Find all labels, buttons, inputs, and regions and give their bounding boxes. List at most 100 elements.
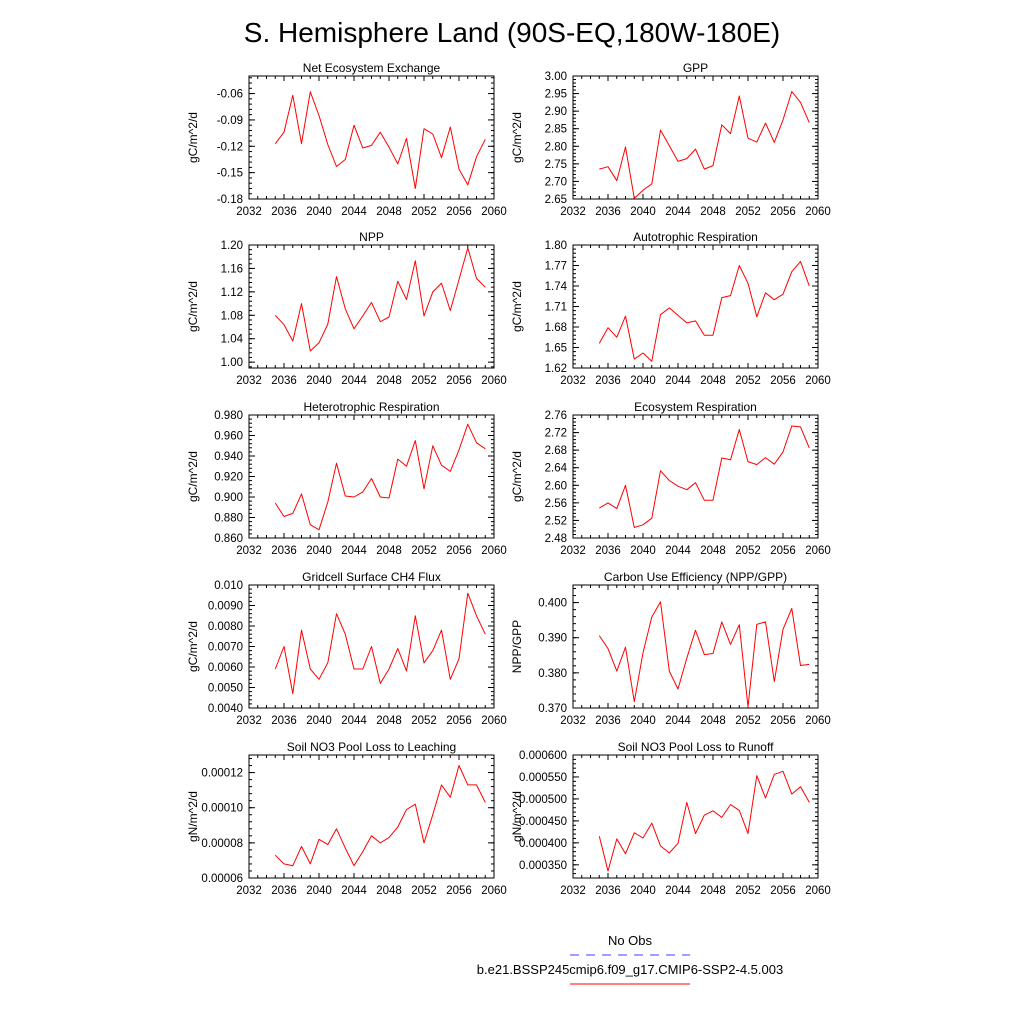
panels-grid: Net Ecosystem Exchange gC/m^2/d 2032 2036 20…: [186, 61, 831, 897]
y-tick-label: 0.0080: [208, 621, 243, 633]
x-tick-label: 2036: [595, 885, 621, 897]
x-tick-label: 2060: [481, 885, 507, 897]
x-tick-label: 2060: [805, 375, 831, 387]
y-tick-label: -0.09: [217, 115, 243, 127]
y-tick-label: 0.00006: [201, 873, 243, 885]
y-tick-label: 0.0090: [208, 601, 243, 613]
x-tick-label: 2040: [306, 375, 332, 387]
panel-8: Carbon Use Efficiency (NPP/GPP) NPP/GPP 20…: [510, 570, 831, 727]
y-tick-label: 1.68: [545, 322, 567, 334]
x-tick-label: 2048: [376, 375, 402, 387]
x-tick-label: 2056: [770, 545, 796, 557]
y-tick-label: 0.000400: [519, 838, 567, 850]
x-tick-label: 2036: [595, 715, 621, 727]
y-tick-label: 0.00010: [201, 803, 243, 815]
panel-title: Ecosystem Respiration: [634, 400, 757, 414]
series-line-1: [274, 91, 486, 189]
y-axis-label: gC/m^2/d: [186, 451, 200, 502]
x-tick-label: 2060: [481, 715, 507, 727]
x-tick-label: 2048: [376, 206, 402, 218]
x-tick-label: 2036: [271, 545, 297, 557]
x-tick-label: 2040: [630, 885, 656, 897]
x-tick-label: 2060: [805, 206, 831, 218]
x-tick-label: 2052: [735, 375, 761, 387]
panel-7: Gridcell Surface CH4 Flux gC/m^2/d 2032 203…: [186, 570, 507, 727]
x-tick-label: 2040: [630, 206, 656, 218]
y-tick-label: 2.60: [545, 480, 567, 492]
y-tick-label: 1.08: [221, 310, 243, 322]
x-tick-label: 2052: [735, 715, 761, 727]
series-line-1: [274, 592, 486, 695]
x-tick-label: 2052: [735, 885, 761, 897]
y-tick-label: 1.00: [221, 357, 243, 369]
y-tick-label: 1.80: [545, 240, 567, 252]
x-tick-label: 2044: [341, 375, 367, 387]
y-tick-label: 0.860: [214, 533, 243, 545]
y-tick-label: -0.18: [217, 194, 243, 206]
y-tick-label: 0.000350: [519, 860, 567, 872]
panel-9: Soil NO3 Pool Loss to Leaching gN/m^2/d 20…: [186, 740, 507, 897]
y-tick-label: 2.65: [545, 194, 567, 206]
x-tick-label: 2048: [700, 885, 726, 897]
y-tick-label: 0.000600: [519, 750, 567, 762]
legend: No Obs b.e21.BSSP245cmip6.f09_g17.CMIP6-…: [477, 933, 783, 985]
y-tick-label: 1.16: [221, 263, 243, 275]
y-tick-label: 0.380: [538, 668, 567, 680]
x-tick-label: 2036: [271, 206, 297, 218]
x-tick-label: 2060: [805, 715, 831, 727]
y-tick-label: 0.940: [214, 451, 243, 463]
y-tick-label: 0.0070: [208, 642, 243, 654]
y-axis-label: gN/m^2/d: [186, 791, 200, 842]
x-tick-label: 2032: [236, 715, 262, 727]
x-tick-label: 2044: [665, 885, 691, 897]
y-axis-label: gC/m^2/d: [186, 281, 200, 332]
x-tick-label: 2060: [805, 545, 831, 557]
x-tick-label: 2048: [700, 715, 726, 727]
series-line-1: [274, 423, 486, 531]
x-tick-label: 2032: [560, 206, 586, 218]
x-tick-label: 2044: [665, 375, 691, 387]
y-tick-label: 0.390: [538, 633, 567, 645]
x-tick-label: 2044: [341, 545, 367, 557]
x-tick-label: 2044: [665, 715, 691, 727]
x-tick-label: 2056: [446, 715, 472, 727]
y-tick-label: 0.980: [214, 410, 243, 422]
y-axis-label: gC/m^2/d: [186, 621, 200, 672]
y-tick-label: 1.20: [221, 240, 243, 252]
y-tick-label: 1.04: [221, 334, 244, 346]
series-line-1: [598, 770, 810, 872]
y-tick-label: 2.70: [545, 176, 567, 188]
x-tick-label: 2048: [376, 715, 402, 727]
x-tick-label: 2056: [770, 885, 796, 897]
panel-title: Gridcell Surface CH4 Flux: [302, 570, 441, 584]
y-tick-label: 2.48: [545, 533, 567, 545]
x-tick-label: 2040: [306, 545, 332, 557]
y-tick-label: 0.0060: [208, 662, 243, 674]
panel-title: Heterotrophic Respiration: [303, 400, 439, 414]
y-tick-label: 1.12: [221, 287, 243, 299]
x-tick-label: 2032: [560, 715, 586, 727]
x-tick-label: 2052: [411, 885, 437, 897]
y-tick-label: 2.85: [545, 124, 567, 136]
y-tick-label: 0.400: [538, 598, 567, 610]
y-tick-label: 1.65: [545, 343, 567, 355]
x-tick-label: 2032: [236, 375, 262, 387]
y-tick-label: 0.00012: [201, 768, 243, 780]
panel-6: Ecosystem Respiration gC/m^2/d 2032 2036 204…: [510, 400, 831, 557]
x-tick-label: 2060: [481, 206, 507, 218]
x-tick-label: 2044: [665, 206, 691, 218]
x-tick-label: 2036: [271, 375, 297, 387]
y-tick-label: 2.68: [545, 445, 567, 457]
series-line-1: [598, 601, 810, 708]
x-tick-label: 2040: [630, 545, 656, 557]
y-axis-label: gN/m^2/d: [510, 791, 524, 842]
y-tick-label: 0.00008: [201, 838, 243, 850]
x-tick-label: 2036: [595, 545, 621, 557]
y-tick-label: 0.0050: [208, 683, 243, 695]
x-tick-label: 2052: [735, 206, 761, 218]
y-tick-label: 2.75: [545, 159, 567, 171]
y-tick-label: 2.95: [545, 89, 567, 101]
x-tick-label: 2060: [481, 375, 507, 387]
panel-10: Soil NO3 Pool Loss to Runoff gN/m^2/d 2032…: [510, 740, 831, 897]
